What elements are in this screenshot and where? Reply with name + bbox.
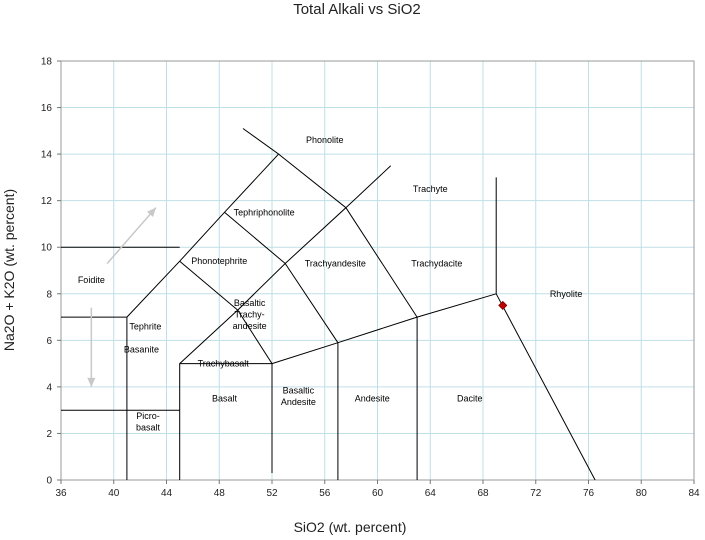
y-tick-label: 14: [41, 150, 53, 161]
y-axis-label: Na2O + K2O (wt. percent): [1, 189, 17, 351]
field-label-line: Basanite: [124, 345, 159, 355]
field-label-line: Tephrite: [129, 321, 161, 331]
field-label-line: Trachyte: [413, 184, 448, 194]
field-boundary-line: [495, 293, 596, 481]
field-label: Basaltic Andesite: [281, 385, 316, 407]
field-boundary-line: [224, 206, 418, 480]
x-tick-label: 40: [108, 488, 120, 499]
y-tick-label: 4: [46, 382, 52, 393]
field-labels: Phonolite Trachyte Tephriphonolite Phonotep…: [78, 135, 583, 432]
field-label-line: Dacite: [457, 394, 483, 404]
field-label: Dacite: [457, 394, 483, 404]
x-tick-label: 56: [319, 488, 331, 499]
y-tick-label: 16: [41, 103, 53, 114]
x-tick-label: 64: [425, 488, 437, 499]
field-label-line: Tephriphonolite: [234, 207, 295, 217]
field-label-line: Trachydacite: [411, 259, 462, 269]
field-label: Foidite: [78, 275, 105, 285]
field-label-line: Basalt: [212, 394, 238, 404]
field-label-line: Phonotephrite: [191, 256, 247, 266]
field-label: Phonolite: [306, 135, 344, 145]
x-tick-label: 72: [530, 488, 542, 499]
field-label: Trachyandesite: [305, 259, 366, 269]
x-tick-label: 60: [372, 488, 384, 499]
field-label: Rhyolite: [550, 289, 583, 299]
x-axis-label: SiO2 (wt. percent): [294, 519, 407, 535]
sample-point: [498, 300, 508, 310]
x-tick-label: 80: [636, 488, 648, 499]
field-label: Trachydacite: [411, 259, 462, 269]
arrows: [87, 207, 157, 387]
data-points: [498, 300, 508, 310]
field-label-line: Basaltic: [283, 385, 315, 395]
field-boundary-line: [126, 128, 280, 480]
field-label: Picro-basalt: [136, 411, 161, 433]
y-tick-label: 12: [41, 196, 53, 207]
field-label: Basanite: [124, 345, 159, 355]
y-tick-label: 10: [41, 243, 53, 254]
x-tick-label: 68: [477, 488, 489, 499]
field-label: Tephriphonolite: [234, 207, 295, 217]
x-tick-label: 84: [688, 488, 700, 499]
field-label-line: Andesite: [281, 397, 316, 407]
field-label: Phonotephrite: [191, 256, 247, 266]
field-label: Basalt: [212, 394, 238, 404]
arrow-shaft: [106, 207, 157, 265]
chart-title: Total Alkali vs SiO2: [293, 1, 421, 18]
arrow-head: [147, 207, 156, 218]
x-tick-label: 44: [161, 488, 173, 499]
field-label-line: Basaltic: [234, 298, 266, 308]
x-tick-label: 52: [266, 488, 278, 499]
field-boundary-line: [237, 262, 339, 480]
field-label: Trachybasalt: [198, 359, 250, 369]
field-label-line: andesite: [233, 321, 267, 331]
field-label-line: Trachyandesite: [305, 259, 366, 269]
arrow-head: [87, 377, 96, 387]
x-tick-label: 36: [55, 488, 67, 499]
field-label: Trachyte: [413, 184, 448, 194]
field-boundary-line: [179, 260, 239, 480]
field-label-line: Foidite: [78, 275, 105, 285]
field-boundaries: [61, 128, 596, 481]
y-tick-label: 2: [46, 429, 52, 440]
field-label-line: Andesite: [355, 394, 390, 404]
field-label-line: Trachy-: [234, 310, 264, 320]
field-boundary-line: [271, 177, 497, 365]
x-tick-label: 48: [214, 488, 226, 499]
field-label-line: Rhyolite: [550, 289, 583, 299]
field-label-line: basalt: [136, 423, 161, 433]
y-tick-label: 18: [41, 57, 53, 68]
y-tick-label: 8: [46, 289, 52, 300]
field-label-line: Phonolite: [306, 135, 344, 145]
field-label: Andesite: [355, 394, 390, 404]
y-tick-label: 6: [46, 336, 52, 347]
field-label-line: Trachybasalt: [198, 359, 250, 369]
field-label: Basaltic Trachy-andesite: [233, 298, 267, 331]
y-tick-label: 0: [46, 476, 52, 487]
x-tick-label: 76: [583, 488, 595, 499]
tick-labels: 36 40 44 48 52 56 60 64 68 72 76 80 8402468101214161…: [41, 57, 700, 500]
field-label-line: Picro-: [136, 411, 160, 421]
field-label: Tephrite: [129, 321, 161, 331]
